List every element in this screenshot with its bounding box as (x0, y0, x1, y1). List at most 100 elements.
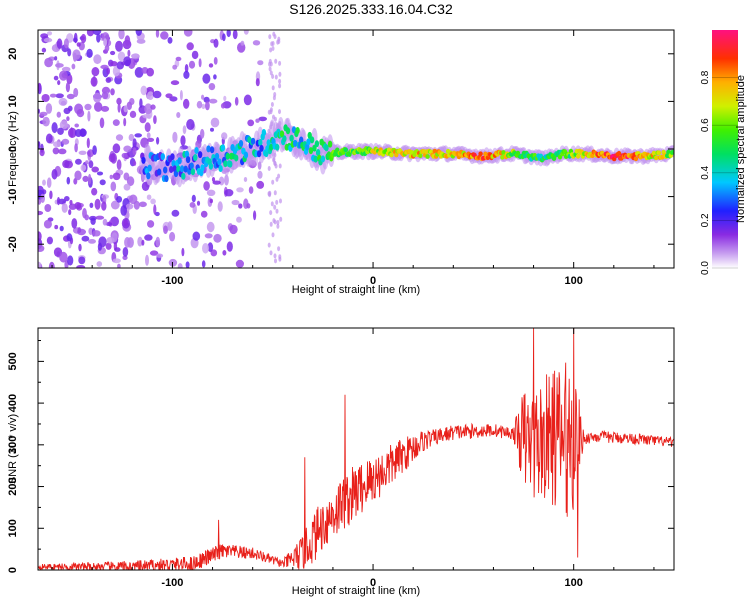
noise-cell (153, 115, 157, 125)
noise-cell (81, 235, 90, 242)
noise-cell (278, 109, 281, 115)
noise-cell (213, 233, 222, 243)
noise-cell (101, 201, 107, 211)
noise-cell (269, 70, 273, 76)
noise-cell (256, 180, 265, 189)
noise-cell (270, 201, 274, 207)
noise-cell (68, 203, 77, 210)
noise-cell (273, 190, 277, 196)
ridge-cell (225, 152, 230, 160)
noise-cell (57, 127, 64, 135)
figure-title: S126.2025.333.16.04.C32 (289, 1, 453, 17)
noise-cell (120, 205, 127, 216)
noise-cell (252, 40, 261, 46)
colorbar-ticks: 0.0 0.2 0.4 0.6 0.8 (700, 70, 738, 275)
noise-cell (146, 194, 152, 200)
noise-cell (82, 175, 89, 182)
noise-cell (75, 158, 82, 165)
noise-cell (183, 30, 193, 37)
noise-cell (273, 219, 277, 225)
noise-cell (42, 116, 50, 127)
noise-cell (268, 34, 272, 40)
noise-cell (49, 190, 53, 200)
noise-cell (66, 93, 75, 100)
noise-cell (55, 63, 64, 68)
noise-cell (267, 191, 271, 197)
noise-cell (58, 148, 67, 155)
noise-cell (46, 236, 54, 245)
noise-cell (258, 116, 268, 122)
ridge-cell (228, 160, 233, 168)
noise-cell (56, 111, 61, 118)
noise-cell (80, 33, 87, 44)
noise-cell (236, 187, 244, 193)
noise-cell (122, 247, 129, 257)
spec-ytick-label: -10 (7, 189, 19, 205)
ridge-cell (179, 165, 185, 173)
noise-cell (205, 101, 210, 111)
ridge-cell (147, 164, 152, 172)
noise-cell (41, 94, 50, 102)
noise-cell (86, 48, 93, 59)
noise-cell (116, 61, 125, 70)
noise-cell (213, 57, 218, 65)
noise-cell (229, 224, 238, 235)
noise-cell (110, 88, 115, 96)
noise-cell (211, 177, 216, 182)
noise-cell (267, 109, 271, 115)
ridge-cell (306, 138, 311, 146)
noise-cell (73, 37, 78, 43)
noise-cell (40, 33, 49, 39)
snr-marks (38, 328, 674, 570)
noise-cell (212, 180, 221, 185)
ridge-cell (220, 144, 226, 152)
noise-cell (142, 114, 151, 119)
ridge-cell (289, 134, 294, 142)
colorbar-tick-label: 0.4 (700, 165, 711, 179)
noise-cell (91, 67, 100, 77)
noise-cell (51, 122, 58, 134)
spec-xtick-label: 100 (565, 275, 583, 287)
ridge-cell (189, 162, 194, 170)
noise-cell (276, 220, 280, 225)
noise-cell (257, 161, 262, 170)
noise-cell (88, 160, 94, 169)
noise-cell (86, 137, 90, 149)
spec-ytick-label: 20 (7, 48, 19, 60)
noise-cell (147, 91, 154, 100)
noise-cell (275, 199, 279, 205)
ridge-cell (313, 155, 318, 163)
snr-ytick-label: 300 (7, 436, 19, 454)
noise-cell (56, 38, 63, 49)
noise-cell (51, 169, 58, 180)
noise-cell (185, 261, 190, 268)
noise-cell (116, 97, 122, 105)
noise-cell (74, 129, 83, 137)
noise-cell (95, 215, 105, 220)
snr-ytick-label: 0 (7, 567, 19, 573)
noise-cell (222, 33, 226, 42)
ridge-cell (190, 168, 196, 176)
noise-cell (94, 198, 101, 210)
noise-cell (171, 209, 180, 217)
noise-cell (206, 221, 215, 233)
noise-cell (243, 177, 248, 182)
noise-cell (127, 49, 131, 57)
ridge-cell (654, 155, 659, 161)
ridge-cell (176, 165, 181, 173)
noise-cell (255, 78, 260, 87)
noise-cell (238, 203, 243, 209)
noise-cell (100, 64, 109, 70)
noise-cell (147, 220, 155, 228)
noise-cell (56, 197, 61, 206)
noise-cell (278, 60, 282, 66)
noise-cell (201, 103, 206, 110)
noise-cell (62, 160, 70, 168)
noise-cell (99, 179, 106, 186)
noise-cell (76, 42, 81, 47)
noise-cell (139, 98, 143, 108)
noise-cell (38, 82, 42, 92)
noise-cell (93, 54, 102, 65)
ridge-cell (666, 149, 671, 155)
